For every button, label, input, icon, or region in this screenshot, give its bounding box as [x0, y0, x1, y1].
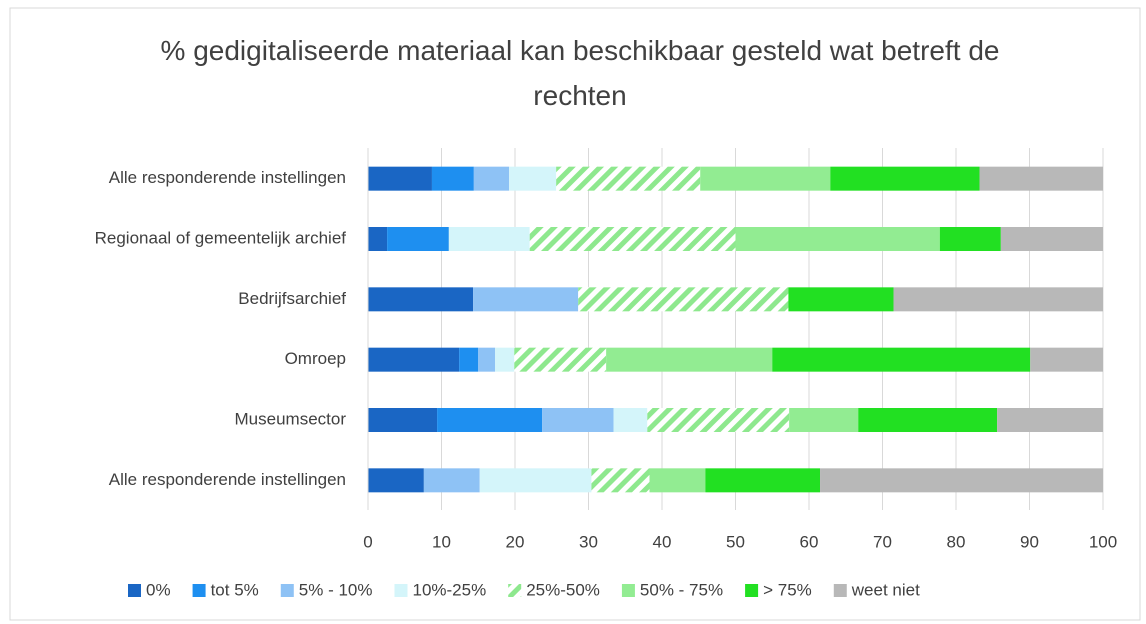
bar-segment: [578, 287, 789, 312]
bar-segment: [997, 408, 1103, 432]
x-tick-label: 10: [432, 532, 451, 551]
y-tick-label: Bedrijfsarchief: [238, 289, 346, 308]
legend-label: 50% - 75%: [640, 580, 723, 599]
bar-segment: [893, 287, 1103, 312]
bar-segment: [1030, 347, 1103, 372]
x-tick-label: 50: [726, 532, 745, 551]
legend-label: > 75%: [763, 580, 812, 599]
bar-segment: [473, 287, 579, 312]
bar-segment: [606, 347, 773, 372]
legend-swatch: [394, 584, 408, 597]
y-tick-label: Regionaal of gemeentelijk archief: [95, 228, 347, 247]
legend-swatch: [128, 584, 141, 597]
bar-segment: [705, 468, 821, 493]
bar-segment: [556, 166, 701, 191]
bar-segment: [368, 166, 432, 191]
bar-segment: [647, 408, 790, 432]
legend-swatch: [621, 584, 635, 597]
legend-swatch: [280, 584, 294, 597]
bar-segment: [431, 166, 474, 191]
bar-segment: [514, 347, 607, 372]
bar-segment: [479, 468, 592, 493]
x-tick-label: 20: [506, 532, 525, 551]
bar-segment: [939, 227, 1001, 251]
legend-swatch: [508, 584, 522, 597]
bar-segment: [700, 166, 831, 191]
y-tick-label: Museumsector: [235, 409, 347, 428]
bar-segment: [979, 166, 1103, 191]
x-tick-label: 70: [873, 532, 892, 551]
legend-swatch: [192, 584, 206, 597]
bar-segment: [437, 408, 543, 432]
bar-segment: [613, 408, 648, 432]
bar-segment: [368, 287, 474, 312]
legend-label: 0%: [146, 580, 171, 599]
legend-label: weet niet: [851, 580, 920, 599]
bar-segment: [542, 408, 614, 432]
bar-segment: [448, 227, 530, 251]
x-tick-label: 80: [947, 532, 966, 551]
bar-segment: [772, 347, 1031, 372]
bar-segment: [830, 166, 980, 191]
x-tick-label: 30: [579, 532, 598, 551]
bar-segment: [478, 347, 496, 372]
bar-segment: [788, 287, 894, 312]
bar-segment: [368, 408, 438, 432]
bar-segment: [509, 166, 557, 191]
bar-segment: [858, 408, 998, 432]
legend-label: 5% - 10%: [299, 580, 373, 599]
bar-segment: [459, 347, 479, 372]
legend-swatch: [745, 584, 759, 597]
bar-segment: [473, 166, 510, 191]
y-tick-label: Alle responderende instellingen: [109, 168, 346, 187]
bar-segment: [591, 468, 650, 493]
chart-title: % gedigitaliseerde materiaal kan beschik…: [160, 35, 1000, 111]
legend-swatch: [833, 584, 847, 597]
legend-label: 25%-50%: [526, 580, 600, 599]
bar-segment: [368, 468, 424, 493]
x-tick-label: 40: [653, 532, 672, 551]
chart-frame: [9, 7, 1141, 621]
x-tick-label: 90: [1020, 532, 1039, 551]
bar-segment: [529, 227, 736, 251]
bar-segment: [387, 227, 449, 251]
bar-segment: [649, 468, 706, 493]
bar-segment: [423, 468, 480, 493]
x-tick-label: 60: [800, 532, 819, 551]
bar-segment: [495, 347, 515, 372]
y-tick-label: Omroep: [285, 349, 346, 368]
bar-segment: [1000, 227, 1103, 251]
x-tick-label: 0: [363, 532, 372, 551]
legend-label: tot 5%: [211, 580, 259, 599]
bar-segment: [368, 227, 388, 251]
bar-segment: [820, 468, 1103, 493]
bar-segment: [789, 408, 859, 432]
bar-segment: [735, 227, 940, 251]
legend-label: 10%-25%: [412, 580, 486, 599]
bar-segment: [368, 347, 460, 372]
y-tick-label: Alle responderende instellingen: [109, 470, 346, 489]
x-tick-label: 100: [1089, 532, 1117, 551]
